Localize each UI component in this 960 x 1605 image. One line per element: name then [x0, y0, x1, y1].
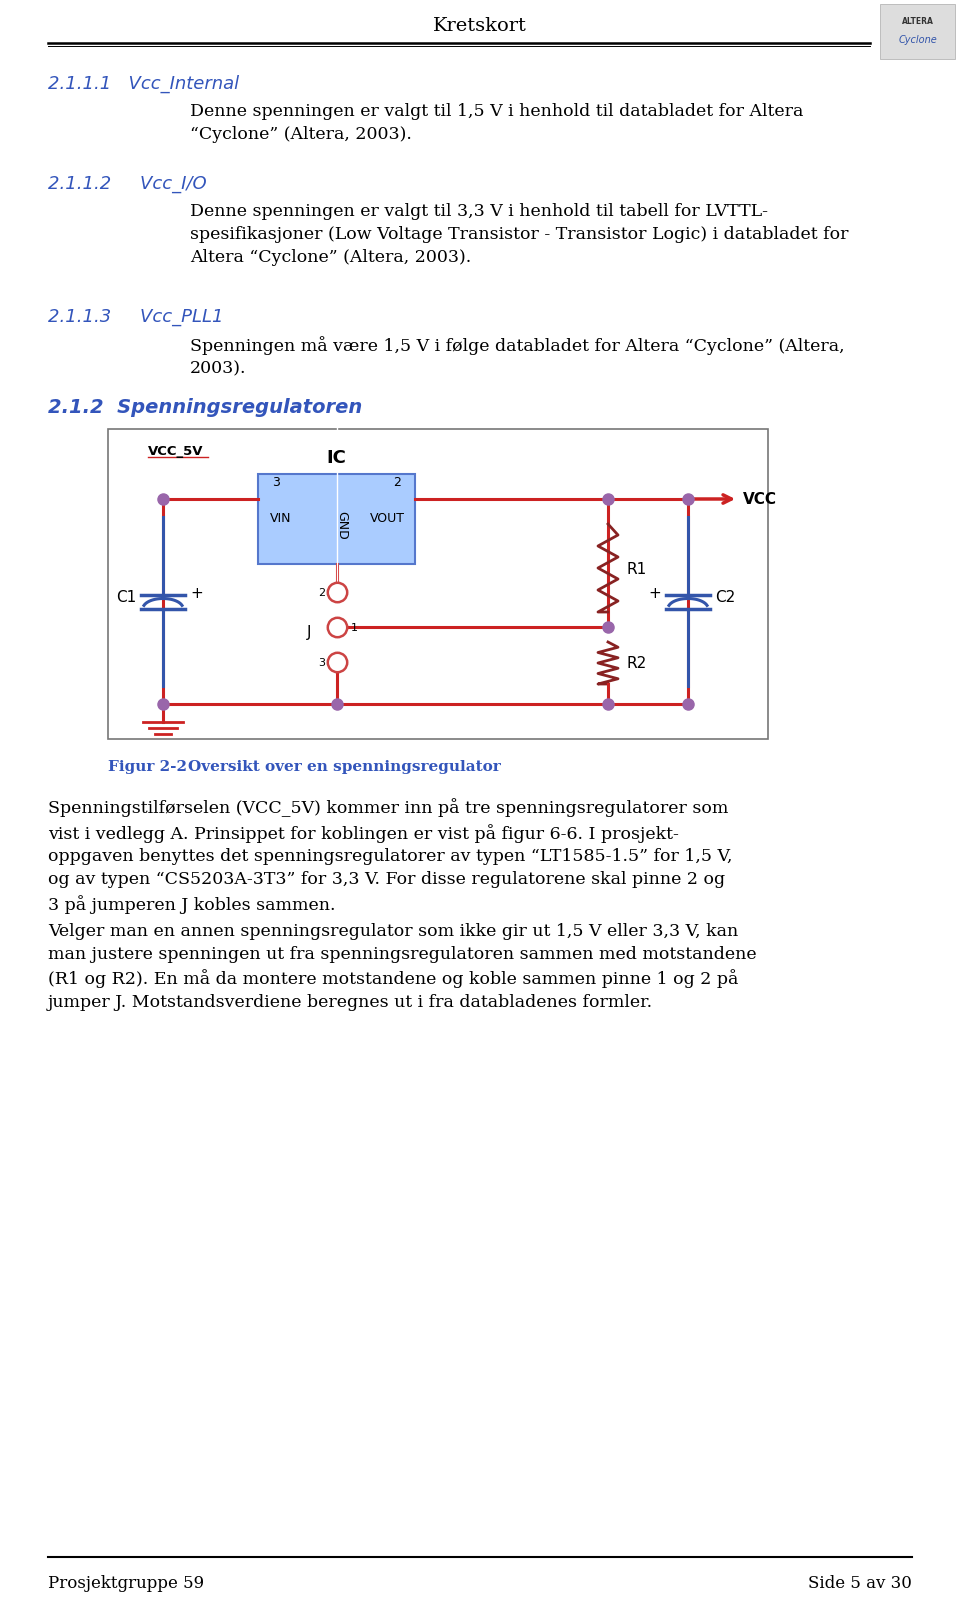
- Text: 2: 2: [318, 587, 325, 597]
- FancyBboxPatch shape: [880, 5, 955, 59]
- Text: 2.1.1.2     Vcc_I/O: 2.1.1.2 Vcc_I/O: [48, 175, 206, 193]
- Text: VOUT: VOUT: [370, 510, 405, 525]
- Text: IC: IC: [326, 449, 347, 467]
- Text: 2.1.1.3     Vcc_PLL1: 2.1.1.3 Vcc_PLL1: [48, 308, 224, 326]
- Text: VIN: VIN: [270, 510, 292, 525]
- FancyBboxPatch shape: [258, 475, 415, 565]
- Text: +: +: [190, 586, 203, 600]
- Text: 3: 3: [272, 477, 280, 490]
- Text: +: +: [648, 586, 661, 600]
- Text: VCC_5V: VCC_5V: [148, 445, 204, 457]
- Text: Figur 2-2: Figur 2-2: [108, 759, 187, 774]
- Text: Prosjektgruppe 59: Prosjektgruppe 59: [48, 1575, 204, 1591]
- Text: Denne spenningen er valgt til 3,3 V i henhold til tabell for LVTTL-
spesifikasjo: Denne spenningen er valgt til 3,3 V i he…: [190, 202, 849, 265]
- Text: 2.1.1.1   Vcc_Internal: 2.1.1.1 Vcc_Internal: [48, 75, 239, 93]
- Text: J: J: [307, 624, 311, 640]
- Text: ALTERA: ALTERA: [901, 16, 933, 26]
- Text: Velger man en annen spenningsregulator som ikke gir ut 1,5 V eller 3,3 V, kan
ma: Velger man en annen spenningsregulator s…: [48, 923, 756, 1011]
- Text: Side 5 av 30: Side 5 av 30: [808, 1575, 912, 1591]
- Text: 1: 1: [351, 623, 358, 632]
- Text: Cyclone: Cyclone: [899, 35, 937, 45]
- Text: GND: GND: [335, 510, 348, 539]
- Text: 2.1.2  Spenningsregulatoren: 2.1.2 Spenningsregulatoren: [48, 398, 362, 417]
- Text: Spenningen må være 1,5 V i følge databladet for Altera “Cyclone” (Altera,
2003).: Spenningen må være 1,5 V i følge databla…: [190, 335, 845, 377]
- Text: Kretskort: Kretskort: [433, 18, 527, 35]
- Text: VCC: VCC: [743, 493, 777, 507]
- Text: Spenningstilførselen (VCC_5V) kommer inn på tre spenningsregulatorer som
vist i : Spenningstilførselen (VCC_5V) kommer inn…: [48, 798, 732, 913]
- Text: 3: 3: [318, 658, 325, 668]
- Text: R1: R1: [626, 562, 646, 576]
- Text: R2: R2: [626, 656, 646, 671]
- Text: 2: 2: [393, 477, 401, 490]
- FancyBboxPatch shape: [108, 430, 768, 740]
- Text: Denne spenningen er valgt til 1,5 V i henhold til databladet for Altera
“Cyclone: Denne spenningen er valgt til 1,5 V i he…: [190, 103, 804, 143]
- Text: Oversikt over en spenningsregulator: Oversikt over en spenningsregulator: [188, 759, 501, 774]
- Text: C2: C2: [715, 589, 735, 605]
- Text: C1: C1: [116, 589, 136, 605]
